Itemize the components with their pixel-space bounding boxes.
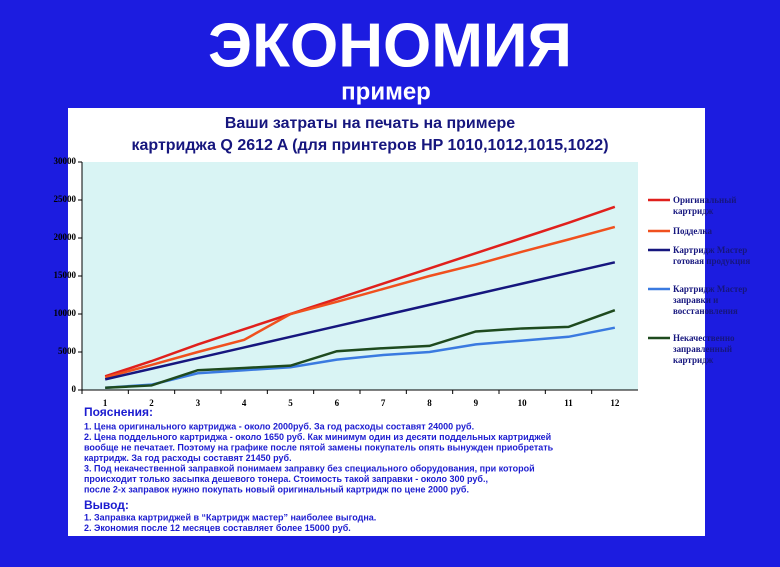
y-tick-label: 25000 — [54, 194, 77, 204]
x-tick-label: 2 — [149, 398, 154, 408]
notes-line: 2. Экономия после 12 месяцев составляет … — [84, 523, 351, 533]
legend-label: Подделка — [673, 226, 712, 236]
x-tick-label: 7 — [381, 398, 386, 408]
notes-heading: Вывод: — [84, 498, 129, 512]
notes-line: 3. Под некачественной заправкой понимаем… — [84, 463, 535, 473]
slide-subtitle: пример — [341, 78, 431, 105]
x-tick-label: 4 — [242, 398, 247, 408]
y-tick-label: 15000 — [54, 270, 77, 280]
x-tick-label: 11 — [564, 398, 573, 408]
legend-label: Оригинальный картридж — [673, 195, 737, 216]
notes-line: 1. Заправка картриджей в “Картридж масте… — [84, 512, 376, 522]
x-tick-label: 8 — [427, 398, 432, 408]
series-line — [104, 205, 616, 378]
series-line — [105, 309, 616, 389]
legend-label: Картридж Мастер заправки и восстановлени… — [673, 284, 748, 316]
notes-heading: Пояснения: — [84, 405, 153, 419]
x-tick-label: 5 — [288, 398, 293, 408]
y-tick-label: 20000 — [54, 232, 77, 242]
notes-line: 2. Цена поддельного картриджа - около 16… — [84, 432, 551, 442]
series-line — [104, 261, 616, 381]
y-tick-label: 30000 — [54, 156, 77, 166]
y-tick-label: 10000 — [54, 308, 77, 318]
x-tick-label: 9 — [474, 398, 479, 408]
x-tick-label: 1 — [103, 398, 108, 408]
legend-label: Картридж Мастер готовая продукция — [673, 245, 751, 266]
series-line — [105, 326, 616, 389]
x-tick-label: 10 — [518, 398, 528, 408]
x-tick-label: 3 — [196, 398, 201, 408]
y-tick-label: 0 — [72, 384, 77, 394]
x-tick-label: 12 — [610, 398, 620, 408]
notes-line: картридж. За год расходы составят 21450 … — [84, 453, 292, 463]
notes-line: вообще не печатает. Поэтому на графике п… — [84, 442, 554, 452]
legend-label: Некачественно заправленный картридж — [673, 333, 735, 365]
notes-line: происходит только засыпка дешевого тонер… — [84, 474, 488, 484]
x-tick-label: 6 — [335, 398, 340, 408]
notes-line: после 2-х заправок нужно покупать новый … — [84, 484, 469, 494]
series-line — [104, 225, 616, 379]
chart-title: картриджа Q 2612 A (для принтеров HP 101… — [131, 137, 608, 154]
y-tick-label: 5000 — [58, 346, 77, 356]
slide-title: ЭКОНОМИЯ — [208, 11, 572, 80]
chart-title: Ваши затраты на печать на примере — [225, 115, 515, 132]
notes-line: 1. Цена оригинального картриджа - около … — [84, 421, 474, 431]
